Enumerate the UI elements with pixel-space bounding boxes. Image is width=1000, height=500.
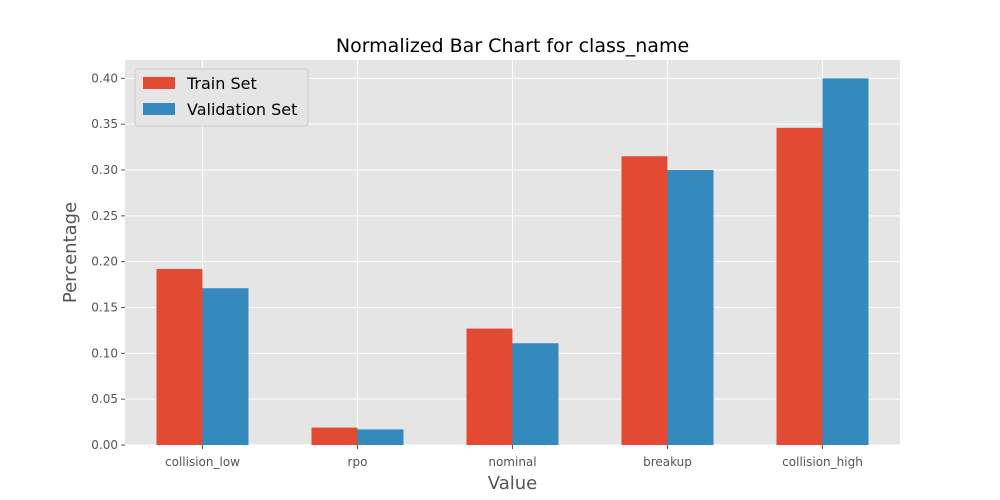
x-tick-label: collision_low [165,455,240,469]
bar-validation-collision-high [822,78,869,445]
legend: Train Set Validation Set [134,68,309,127]
legend-label: Validation Set [187,100,297,119]
y-tick-label: 0.00 [91,438,118,452]
bar-validation-nominal [512,343,559,445]
y-axis-ticks: 0.00 0.05 0.10 0.15 0.20 0.25 0.30 0.35 0.40 [91,71,125,452]
x-tick-label: collision_high [782,455,863,469]
y-tick-label: 0.30 [91,163,118,177]
legend-swatch [143,77,175,89]
y-tick-label: 0.05 [91,392,118,406]
bar-validation-rpo [357,429,404,445]
y-tick-label: 0.25 [91,209,118,223]
x-tick-label: breakup [643,455,692,469]
legend-swatch [143,103,175,115]
bars [156,78,869,445]
y-tick-label: 0.35 [91,117,118,131]
bar-validation-breakup [667,170,714,445]
legend-label: Train Set [186,74,257,93]
x-axis-ticks: collision_low rpo nominal breakup collision_… [165,445,863,469]
bar-train-collision-low [156,269,203,445]
bar-validation-collision-low [202,288,249,445]
y-tick-label: 0.15 [91,301,118,315]
x-axis-label: Value [488,473,537,494]
bar-train-collision-high [776,127,823,445]
bar-train-breakup [621,156,668,445]
y-tick-label: 0.10 [91,346,118,360]
bar-train-rpo [311,427,358,445]
bar-train-nominal [466,328,513,445]
y-tick-label: 0.40 [91,71,118,85]
x-tick-label: rpo [348,455,368,469]
x-tick-label: nominal [488,455,536,469]
chart-title: Normalized Bar Chart for class_name [336,35,689,57]
y-axis-label: Percentage [60,202,81,303]
y-tick-label: 0.20 [91,255,118,269]
legend-box [134,68,309,127]
